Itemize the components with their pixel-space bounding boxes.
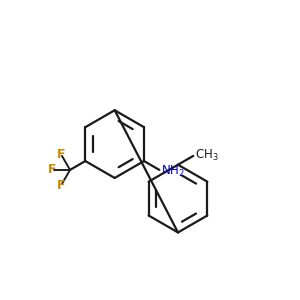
Text: NH$_2$: NH$_2$ <box>161 164 184 179</box>
Text: F: F <box>57 179 65 192</box>
Text: CH$_3$: CH$_3$ <box>195 148 218 164</box>
Text: F: F <box>57 148 65 161</box>
Text: F: F <box>48 164 57 176</box>
